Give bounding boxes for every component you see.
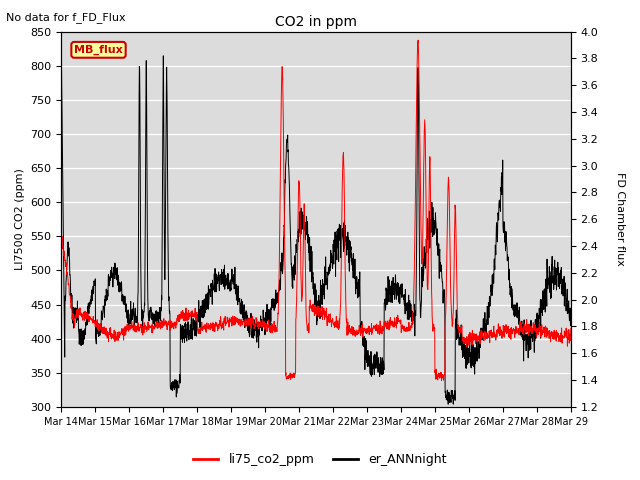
Legend: li75_co2_ppm, er_ANNnight: li75_co2_ppm, er_ANNnight: [188, 448, 452, 471]
Text: MB_flux: MB_flux: [74, 45, 123, 55]
Title: CO2 in ppm: CO2 in ppm: [275, 15, 357, 29]
Text: No data for f_FD_Flux: No data for f_FD_Flux: [6, 12, 126, 23]
Y-axis label: FD Chamber flux: FD Chamber flux: [615, 172, 625, 266]
Y-axis label: LI7500 CO2 (ppm): LI7500 CO2 (ppm): [15, 168, 25, 270]
